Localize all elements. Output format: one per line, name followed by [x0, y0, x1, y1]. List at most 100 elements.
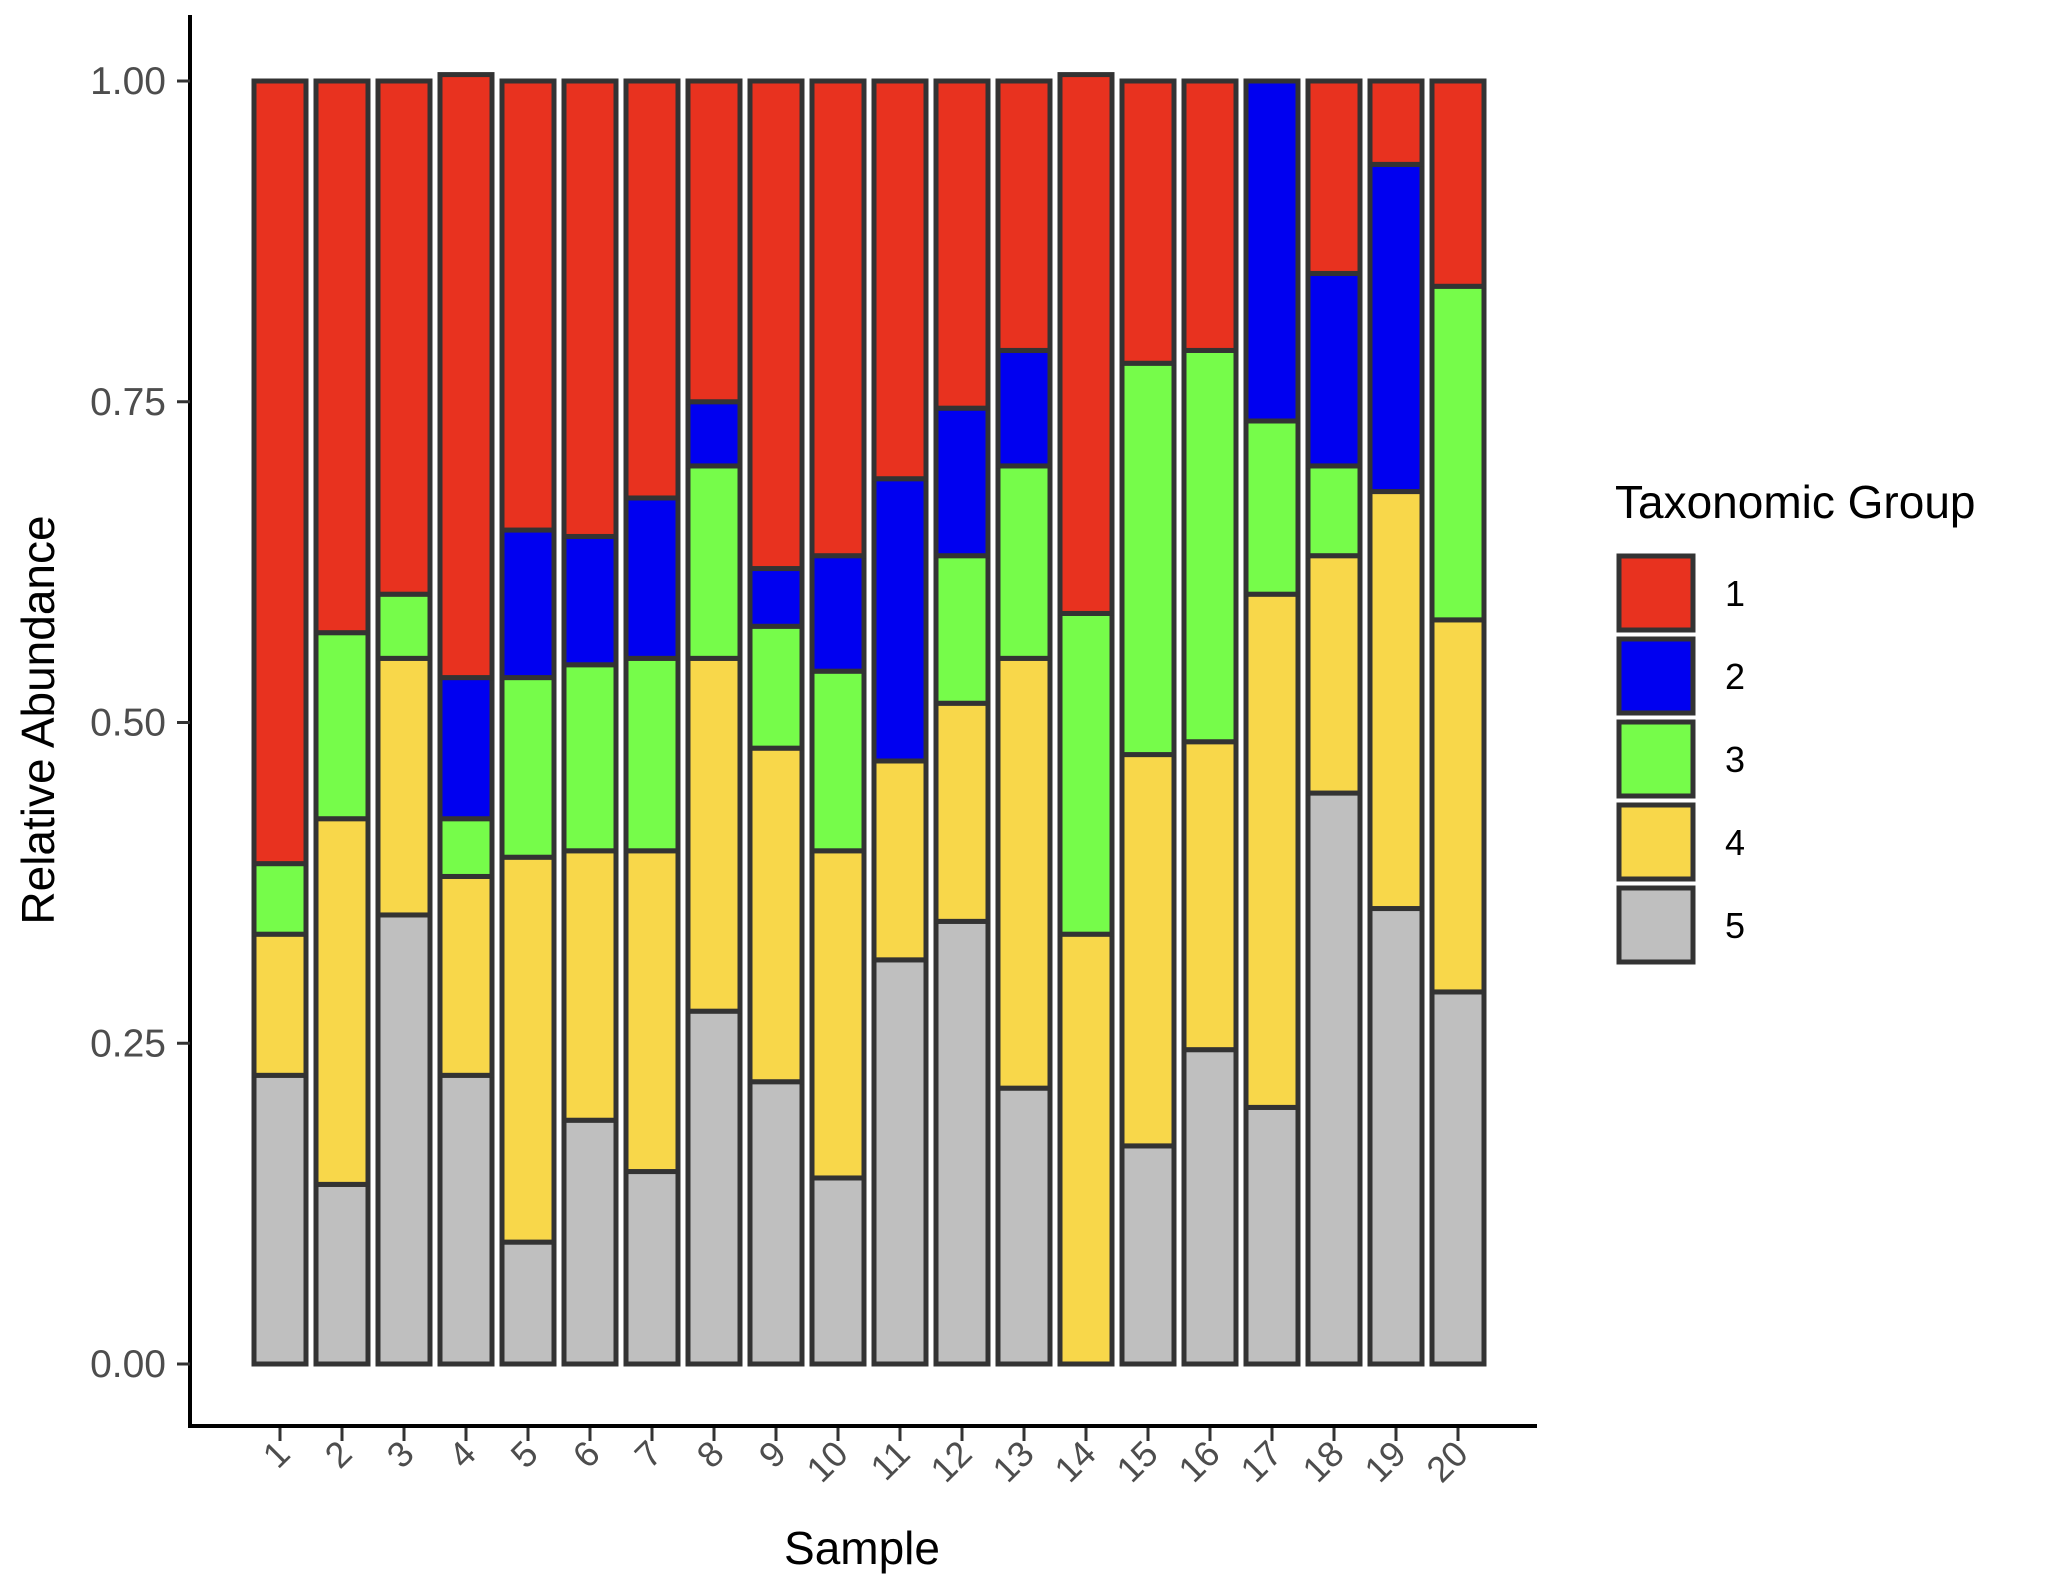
x-tick-label: 14: [1046, 1433, 1103, 1490]
bar-segment-sample-11-group-4: [871, 758, 929, 963]
bar-segment-sample-17-group-2: [1243, 78, 1301, 424]
bar-segment-sample-19-group-1: [1367, 78, 1425, 167]
bar-segment-sample-9-group-2: [747, 566, 805, 629]
bar-segment-sample-20-group-1: [1429, 78, 1487, 289]
bar-segment-sample-15-group-4: [1119, 752, 1177, 1149]
bar-segment-sample-18-group-4: [1305, 553, 1363, 796]
legend-key-2: [1616, 636, 1696, 716]
bar-segment-sample-5-group-5: [499, 1239, 557, 1367]
bar-segment-sample-3-group-1: [375, 78, 433, 597]
x-tick-label: 19: [1356, 1433, 1413, 1490]
legend-label-1: 1: [1725, 573, 1745, 614]
bar-segment-sample-2-group-4: [313, 816, 371, 1187]
legend-label-4: 4: [1725, 822, 1745, 863]
legend-key-3: [1616, 719, 1696, 799]
bar-segment-sample-13-group-5: [995, 1085, 1053, 1367]
y-tick-label: 0.75: [90, 381, 166, 424]
bar-segment-sample-16-group-1: [1181, 78, 1239, 353]
bar-segment-sample-10-group-5: [809, 1175, 867, 1367]
bar-segment-sample-7-group-4: [623, 848, 681, 1175]
bar-segment-sample-13-group-2: [995, 347, 1053, 469]
x-tick-label: 18: [1294, 1433, 1351, 1490]
x-axis-title: Sample: [784, 1522, 940, 1574]
bar-segment-sample-12-group-2: [933, 405, 991, 559]
bar-segment-sample-3-group-5: [375, 912, 433, 1367]
bar-segment-sample-20-group-3: [1429, 283, 1487, 623]
bar-segment-sample-9-group-5: [747, 1079, 805, 1367]
bar-segment-sample-4-group-1: [437, 72, 495, 681]
bars-group: [251, 72, 1487, 1367]
legend-label-5: 5: [1725, 905, 1745, 946]
legend-label-3: 3: [1725, 739, 1745, 780]
x-tick-label: 11: [862, 1433, 917, 1488]
bar-segment-sample-1-group-1: [251, 78, 309, 867]
bar-segment-sample-5-group-2: [499, 527, 557, 681]
bar-segment-sample-8-group-2: [685, 399, 743, 469]
x-tick-label: 17: [1232, 1433, 1289, 1490]
bar-segment-sample-17-group-3: [1243, 418, 1301, 597]
bar-segment-sample-17-group-4: [1243, 591, 1301, 1110]
legend-title: Taxonomic Group: [1615, 476, 1976, 528]
bar-segment-sample-2-group-1: [313, 78, 371, 636]
bar-segment-sample-4-group-4: [437, 873, 495, 1078]
y-tick-label: 0.25: [90, 1022, 166, 1065]
bar-segment-sample-10-group-3: [809, 668, 867, 854]
legend-key-4: [1616, 802, 1696, 882]
bar-segment-sample-9-group-1: [747, 78, 805, 572]
x-tick-label: 9: [751, 1433, 794, 1476]
bar-segment-sample-6-group-1: [561, 78, 619, 539]
x-tick-label: 12: [922, 1433, 979, 1490]
bar-segment-sample-2-group-3: [313, 630, 371, 822]
y-tick-label: 0.00: [90, 1343, 166, 1386]
bar-segment-sample-1-group-5: [251, 1072, 309, 1367]
x-tick-label: 15: [1108, 1433, 1165, 1490]
bar-segment-sample-16-group-3: [1181, 347, 1239, 745]
bar-segment-sample-11-group-5: [871, 957, 929, 1367]
x-tick-label: 3: [379, 1433, 422, 1476]
bar-segment-sample-11-group-2: [871, 476, 929, 764]
bar-segment-sample-13-group-3: [995, 463, 1053, 661]
bar-segment-sample-8-group-4: [685, 655, 743, 1014]
bar-segment-sample-1-group-3: [251, 861, 309, 937]
bar-segment-sample-2-group-5: [313, 1181, 371, 1367]
bar-segment-sample-6-group-2: [561, 533, 619, 668]
legend-key-5: [1616, 885, 1696, 965]
x-tick-label: 16: [1170, 1433, 1227, 1490]
bar-segment-sample-18-group-1: [1305, 78, 1363, 276]
bar-segment-sample-10-group-2: [809, 553, 867, 674]
bar-segment-sample-6-group-3: [561, 662, 619, 854]
x-tick-label: 20: [1418, 1433, 1475, 1490]
x-tick-label: 7: [627, 1433, 670, 1476]
bar-segment-sample-7-group-1: [623, 78, 681, 501]
bar-segment-sample-20-group-4: [1429, 617, 1487, 995]
bar-segment-sample-9-group-3: [747, 623, 805, 751]
bar-segment-sample-15-group-1: [1119, 78, 1177, 366]
bar-segment-sample-9-group-4: [747, 745, 805, 1085]
bar-segment-sample-4-group-3: [437, 816, 495, 879]
y-tick-label: 0.50: [90, 702, 166, 745]
bar-segment-sample-6-group-4: [561, 848, 619, 1123]
legend-key-1: [1616, 553, 1696, 633]
bar-segment-sample-10-group-1: [809, 78, 867, 559]
bar-segment-sample-8-group-3: [685, 463, 743, 661]
bar-segment-sample-5-group-3: [499, 675, 557, 860]
bar-segment-sample-19-group-4: [1367, 489, 1425, 912]
bar-segment-sample-3-group-3: [375, 591, 433, 661]
bar-segment-sample-14-group-1: [1057, 72, 1115, 616]
x-axis-ticks: 1 2 3 4 5 6 7 8 9 10 11 12 13 14 15 16 17 18 19 20: [255, 1428, 1476, 1490]
bar-segment-sample-11-group-1: [871, 78, 929, 482]
bar-segment-sample-6-group-5: [561, 1117, 619, 1367]
x-tick-label: 6: [565, 1433, 608, 1476]
y-tick-label: 1.00: [90, 60, 166, 103]
bar-segment-sample-13-group-4: [995, 655, 1053, 1091]
bar-segment-sample-18-group-2: [1305, 270, 1363, 469]
bar-segment-sample-15-group-5: [1119, 1143, 1177, 1367]
bar-segment-sample-10-group-4: [809, 848, 867, 1181]
bar-segment-sample-16-group-5: [1181, 1047, 1239, 1367]
bar-segment-sample-18-group-3: [1305, 463, 1363, 559]
bar-segment-sample-18-group-5: [1305, 790, 1363, 1367]
bar-segment-sample-3-group-4: [375, 655, 433, 918]
bar-segment-sample-14-group-4: [1057, 931, 1115, 1367]
bar-segment-sample-12-group-1: [933, 78, 991, 411]
